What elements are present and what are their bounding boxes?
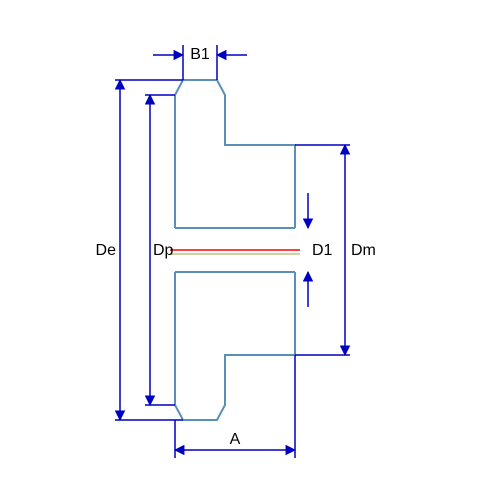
dimension-B1: B1 — [153, 45, 247, 80]
sprocket-outline-lower — [175, 272, 295, 420]
label-B1: B1 — [190, 46, 210, 63]
sprocket-diagram: B1 De Dp Dm D1 A — [0, 0, 500, 500]
label-Dm: Dm — [351, 242, 376, 259]
dimension-D1: D1 — [308, 193, 333, 307]
dimension-Dp: Dp — [145, 95, 175, 405]
label-A: A — [230, 431, 241, 448]
label-De: De — [96, 242, 117, 259]
label-Dp: Dp — [153, 242, 174, 259]
sprocket-outline-upper — [175, 80, 295, 228]
label-D1: D1 — [312, 242, 333, 259]
dimension-A: A — [175, 355, 295, 458]
dimension-Dm: Dm — [295, 145, 376, 355]
